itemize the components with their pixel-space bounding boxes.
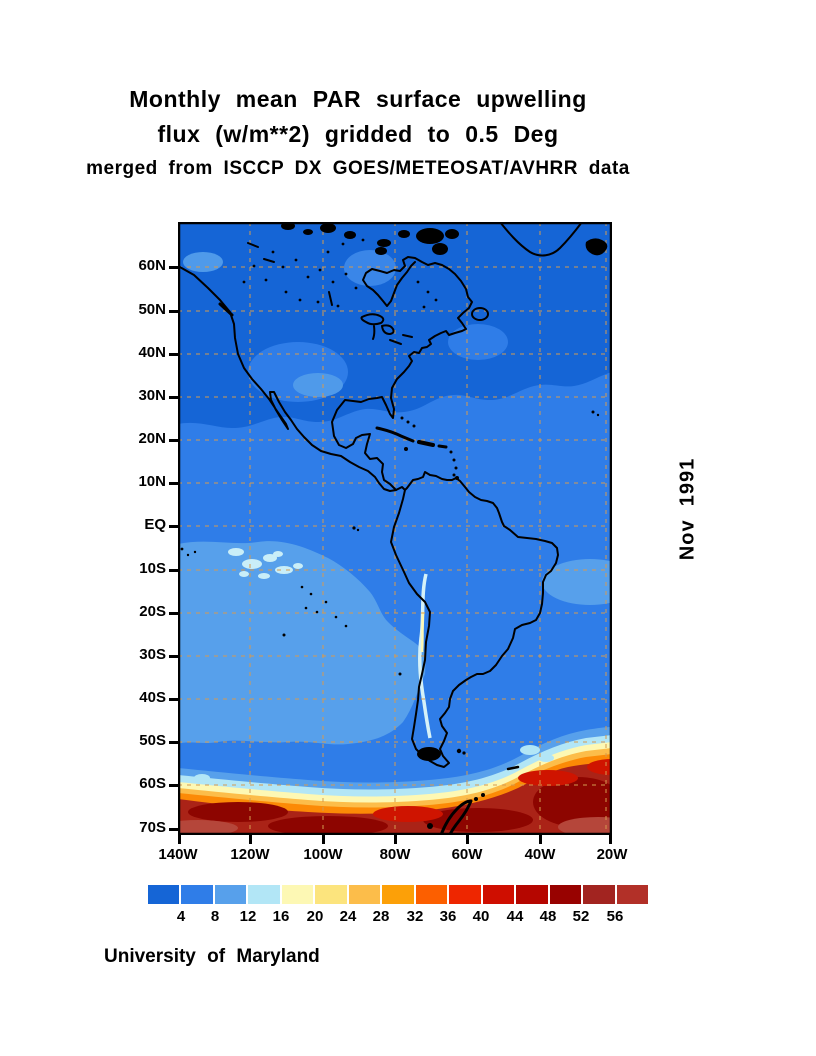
colorbar-tick-label: 20 (306, 908, 324, 925)
lat-tick (169, 439, 178, 442)
title-line-2: flux (w/m**2) gridded to 0.5 Deg (157, 121, 559, 147)
lon-tick (609, 835, 612, 844)
lat-tick (169, 525, 178, 528)
lon-tick-label: 120W (230, 846, 270, 863)
lon-tick-label: 40W (524, 846, 556, 863)
lat-tick (169, 612, 178, 615)
colorbar-tick-label: 44 (506, 908, 524, 925)
island-specks (180, 222, 608, 829)
colorbar-cell (415, 885, 448, 904)
map-plot-area: 60N 50N 40N 30N 20N 10N EQ 10S 20S 30S 4… (138, 222, 627, 863)
lat-tick-label: EQ (144, 516, 166, 533)
colorbar-cell (248, 885, 280, 904)
lon-tick (466, 835, 469, 844)
lat-tick-label: 10N (138, 473, 166, 490)
lat-tick-label: 10S (139, 560, 166, 577)
lon-tick-label: 140W (158, 846, 198, 863)
colorbar-legend: 4 8 12 16 20 24 28 32 36 40 44 48 52 56 (148, 885, 649, 925)
lat-tick-label: 70S (139, 819, 166, 836)
lat-tick (169, 741, 178, 744)
colorbar-tick-label: 16 (272, 908, 290, 925)
map-canvas (178, 222, 612, 835)
lat-tick-label: 30S (139, 646, 166, 663)
date-label: Nov 1991 (676, 457, 699, 561)
colorbar-cell (148, 885, 180, 904)
lat-tick-label: 50S (139, 732, 166, 749)
lon-tick (394, 835, 397, 844)
lon-tick-label: 60W (451, 846, 483, 863)
colorbar-cell (214, 885, 247, 904)
colorbar-cell (348, 885, 381, 904)
colorbar-tick-label: 4 (176, 908, 186, 925)
colorbar-cell (616, 885, 649, 904)
colorbar-cell (449, 885, 481, 904)
lat-tick-label: 20N (138, 430, 166, 447)
colorbar-tick-label: 32 (406, 908, 424, 925)
lon-tick (249, 835, 252, 844)
colorbar-cell (482, 885, 515, 904)
colorbar-tick-label: 48 (539, 908, 557, 925)
lat-tick-label: 60S (139, 775, 166, 792)
lat-tick (169, 655, 178, 658)
lat-tick-label: 60N (138, 257, 166, 274)
lat-tick (169, 698, 178, 701)
colorbar-tick-label: 12 (239, 908, 257, 925)
coastlines (178, 222, 583, 835)
colorbar-tick-label: 24 (339, 908, 357, 925)
colorbar-tick-label: 36 (439, 908, 457, 925)
lon-tick-label: 80W (379, 846, 411, 863)
colorbar-tick-label: 8 (210, 908, 220, 925)
colorbar-cell (181, 885, 213, 904)
colorbar-cell (583, 885, 615, 904)
colorbar-tick-label: 56 (606, 908, 624, 925)
title-line-3: merged from ISCCP DX GOES/METEOSAT/AVHRR… (86, 158, 630, 179)
lat-tick (169, 569, 178, 572)
colorbar-cell (315, 885, 347, 904)
colorbar-cell (549, 885, 582, 904)
credit-label: University of Maryland (104, 946, 320, 967)
lon-tick (322, 835, 325, 844)
map-border (178, 222, 612, 835)
lat-tick (169, 784, 178, 787)
lat-tick-label: 30N (138, 387, 166, 404)
lon-tick-label: 100W (303, 846, 343, 863)
lon-tick-label: 20W (596, 846, 628, 863)
lat-tick-label: 50N (138, 301, 166, 318)
lat-tick (169, 396, 178, 399)
lat-tick-label: 40N (138, 344, 166, 361)
colorbar-tick-label: 52 (572, 908, 590, 925)
colorbar-cell (281, 885, 314, 904)
lon-tick (539, 835, 542, 844)
lat-tick (169, 310, 178, 313)
colorbar-tick-label: 28 (372, 908, 390, 925)
lat-tick (169, 482, 178, 485)
lon-tick (178, 835, 181, 844)
colorbar-cell (382, 885, 414, 904)
lat-tick (169, 266, 178, 269)
colorbar-tick-label: 40 (472, 908, 490, 925)
lat-tick-label: 40S (139, 689, 166, 706)
graticule-gridlines (178, 222, 612, 835)
lat-tick (169, 828, 178, 831)
colorbar-cell (516, 885, 548, 904)
lat-tick-label: 20S (139, 603, 166, 620)
title-line-1: Monthly mean PAR surface upwelling (129, 86, 587, 112)
lat-tick (169, 353, 178, 356)
